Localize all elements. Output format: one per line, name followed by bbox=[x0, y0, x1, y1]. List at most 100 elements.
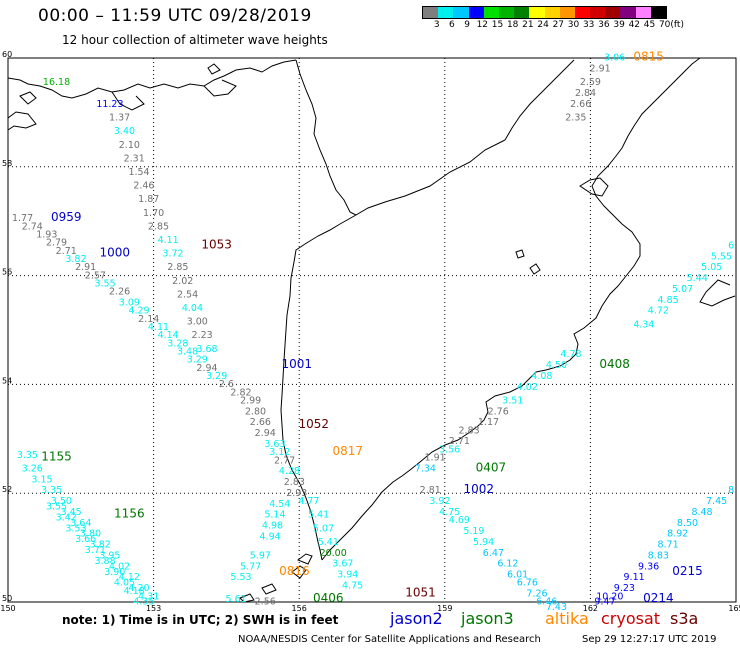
scale-swatch bbox=[635, 7, 651, 18]
wave-height-value: 3.66 bbox=[75, 534, 96, 545]
wave-height-value: 2.99 bbox=[240, 395, 261, 406]
scale-tick-label: 12 bbox=[476, 20, 489, 30]
wave-height-value: 5.14 bbox=[264, 510, 285, 521]
wave-height-value: 2.23 bbox=[192, 330, 213, 341]
wave-height-value: 3.35 bbox=[17, 450, 38, 461]
wave-height-value: 2.84 bbox=[575, 88, 596, 99]
wave-height-value: 6.12 bbox=[497, 559, 518, 570]
wave-height-value: 1.91 bbox=[425, 453, 446, 464]
wave-height-value: 5.07 bbox=[672, 284, 693, 295]
scale-tick-label: 21 bbox=[522, 20, 534, 30]
okhotsk-northwest-island bbox=[19, 91, 37, 105]
wave-height-value: 2.83 bbox=[284, 477, 305, 488]
latitude-label: 58 bbox=[2, 159, 12, 168]
pass-time-label: 1052 bbox=[298, 417, 329, 431]
wave-height-value: 6 bbox=[728, 240, 734, 251]
wave-height-value: 4.14 bbox=[158, 330, 179, 341]
wave-height-value: 5.07 bbox=[313, 523, 334, 534]
longitude-label: 165 bbox=[728, 604, 740, 613]
kamchatka-bay bbox=[579, 177, 609, 197]
longitude-labels: 150 153 156 159 162 165 bbox=[0, 604, 740, 613]
wave-height-value: 3.94 bbox=[337, 570, 358, 581]
kuril-island-2 bbox=[291, 565, 307, 579]
wave-height-value: 2.71 bbox=[449, 436, 470, 447]
wave-height-value: 3.71 bbox=[85, 545, 106, 556]
wave-height-value: 2.94 bbox=[196, 363, 217, 374]
scale-tick-label: 9 bbox=[464, 20, 470, 30]
small-island-east bbox=[529, 263, 541, 275]
color-scale-ticks: 3 6 9 12 15 18 21 24 27 30 33 36 39 42 45 70 (ft) bbox=[422, 19, 684, 33]
longitude-label: 153 bbox=[146, 604, 161, 613]
wave-height-value: 2.10 bbox=[119, 140, 140, 151]
wave-height-value: 5.94 bbox=[473, 537, 494, 548]
pass-time-label: 0407 bbox=[476, 460, 507, 474]
wave-height-value: 2.54 bbox=[177, 289, 198, 300]
wave-height-value: 2.71 bbox=[56, 246, 77, 257]
wave-height-value: 3.55 bbox=[46, 502, 67, 513]
wave-height-value: 6.47 bbox=[483, 548, 504, 559]
wave-height-value: 2.74 bbox=[22, 221, 43, 232]
wave-height-value: 5.55 bbox=[711, 251, 732, 262]
legend-s3a: s3a bbox=[670, 609, 699, 628]
wave-height-value: 6.76 bbox=[517, 578, 538, 589]
kuril-island-1 bbox=[296, 553, 313, 565]
track-jason3-0408: 65.555.055.445.074.854.724.344.784.504.0… bbox=[415, 240, 734, 474]
latitude-label: 54 bbox=[2, 376, 12, 385]
wave-height-value: 2.80 bbox=[245, 406, 266, 417]
wave-height-value: 9.23 bbox=[614, 583, 635, 594]
wave-height-value: 2.56 bbox=[255, 597, 276, 608]
kamchatka-east-coast bbox=[321, 57, 701, 561]
wave-height-value: 4.85 bbox=[657, 295, 678, 306]
wave-height-value: 3.28 bbox=[167, 338, 188, 349]
scale-swatch bbox=[514, 7, 530, 18]
scale-swatch bbox=[483, 7, 499, 18]
scale-tick-label: 39 bbox=[613, 20, 625, 30]
scale-swatch bbox=[529, 7, 545, 18]
wave-height-value: 3.09 bbox=[119, 298, 140, 309]
wave-height-value: 9.47 bbox=[594, 597, 615, 608]
wave-height-value: 4.11 bbox=[158, 235, 179, 246]
wave-height-value: 9.11 bbox=[624, 572, 645, 583]
wave-height-value: 20.00 bbox=[320, 548, 347, 559]
track-jason3-west: 16.18 bbox=[43, 77, 70, 88]
pass-time-label: 1156 bbox=[114, 507, 145, 521]
kamchatka-west-coast bbox=[280, 139, 506, 561]
wave-height-value: 8.92 bbox=[667, 529, 688, 540]
wave-height-value: 2.57 bbox=[85, 270, 106, 281]
wave-height-value: 4.02 bbox=[109, 561, 130, 572]
wave-height-value: 2.46 bbox=[133, 181, 154, 192]
footer-credit: NOAA/NESDIS Center for Satellite Applica… bbox=[238, 634, 541, 645]
wave-height-value: 3.48 bbox=[177, 346, 198, 357]
pass-time-label: 1000 bbox=[99, 246, 130, 260]
wave-height-value: 1.37 bbox=[109, 113, 130, 124]
kuril-island-4 bbox=[239, 593, 255, 603]
wave-height-value: 2.35 bbox=[565, 113, 586, 124]
scale-swatch bbox=[559, 7, 575, 18]
wave-height-value: 3.80 bbox=[80, 529, 101, 540]
okhotsk-north-coast bbox=[7, 59, 297, 99]
wave-height-value: 5.61 bbox=[226, 594, 247, 605]
latitude-label: 52 bbox=[2, 485, 12, 494]
wave-height-value: 2.82 bbox=[230, 387, 251, 398]
scale-swatch bbox=[468, 7, 484, 18]
wave-height-value: 4.05 bbox=[114, 578, 135, 589]
wave-height-value: 4.18 bbox=[124, 586, 145, 597]
wave-height-value: 3.50 bbox=[51, 496, 72, 507]
color-scale-bar bbox=[422, 6, 667, 19]
wave-height-value: 7.43 bbox=[546, 602, 567, 613]
track-jason2-1000: 1.772.741.932.792.713.822.912.573.552.26… bbox=[12, 213, 307, 499]
wave-height-value: 2.93 bbox=[286, 488, 307, 499]
scale-tick-label: 42 bbox=[628, 20, 641, 30]
wave-height-value: 4.94 bbox=[260, 531, 281, 542]
scale-tick-label: 18 bbox=[506, 20, 519, 30]
wave-height-value: 4.12 bbox=[119, 572, 140, 583]
wave-height-value: 8 bbox=[728, 485, 734, 496]
wave-height-value: 2.91 bbox=[590, 64, 611, 75]
wave-height-value: 7.45 bbox=[706, 496, 727, 507]
scale-swatch bbox=[498, 7, 515, 18]
wave-height-value: 3.92 bbox=[429, 496, 450, 507]
map-subtitle: 12 hour collection of altimeter wave hei… bbox=[62, 33, 328, 47]
wave-height-value: 4.02 bbox=[517, 382, 538, 393]
